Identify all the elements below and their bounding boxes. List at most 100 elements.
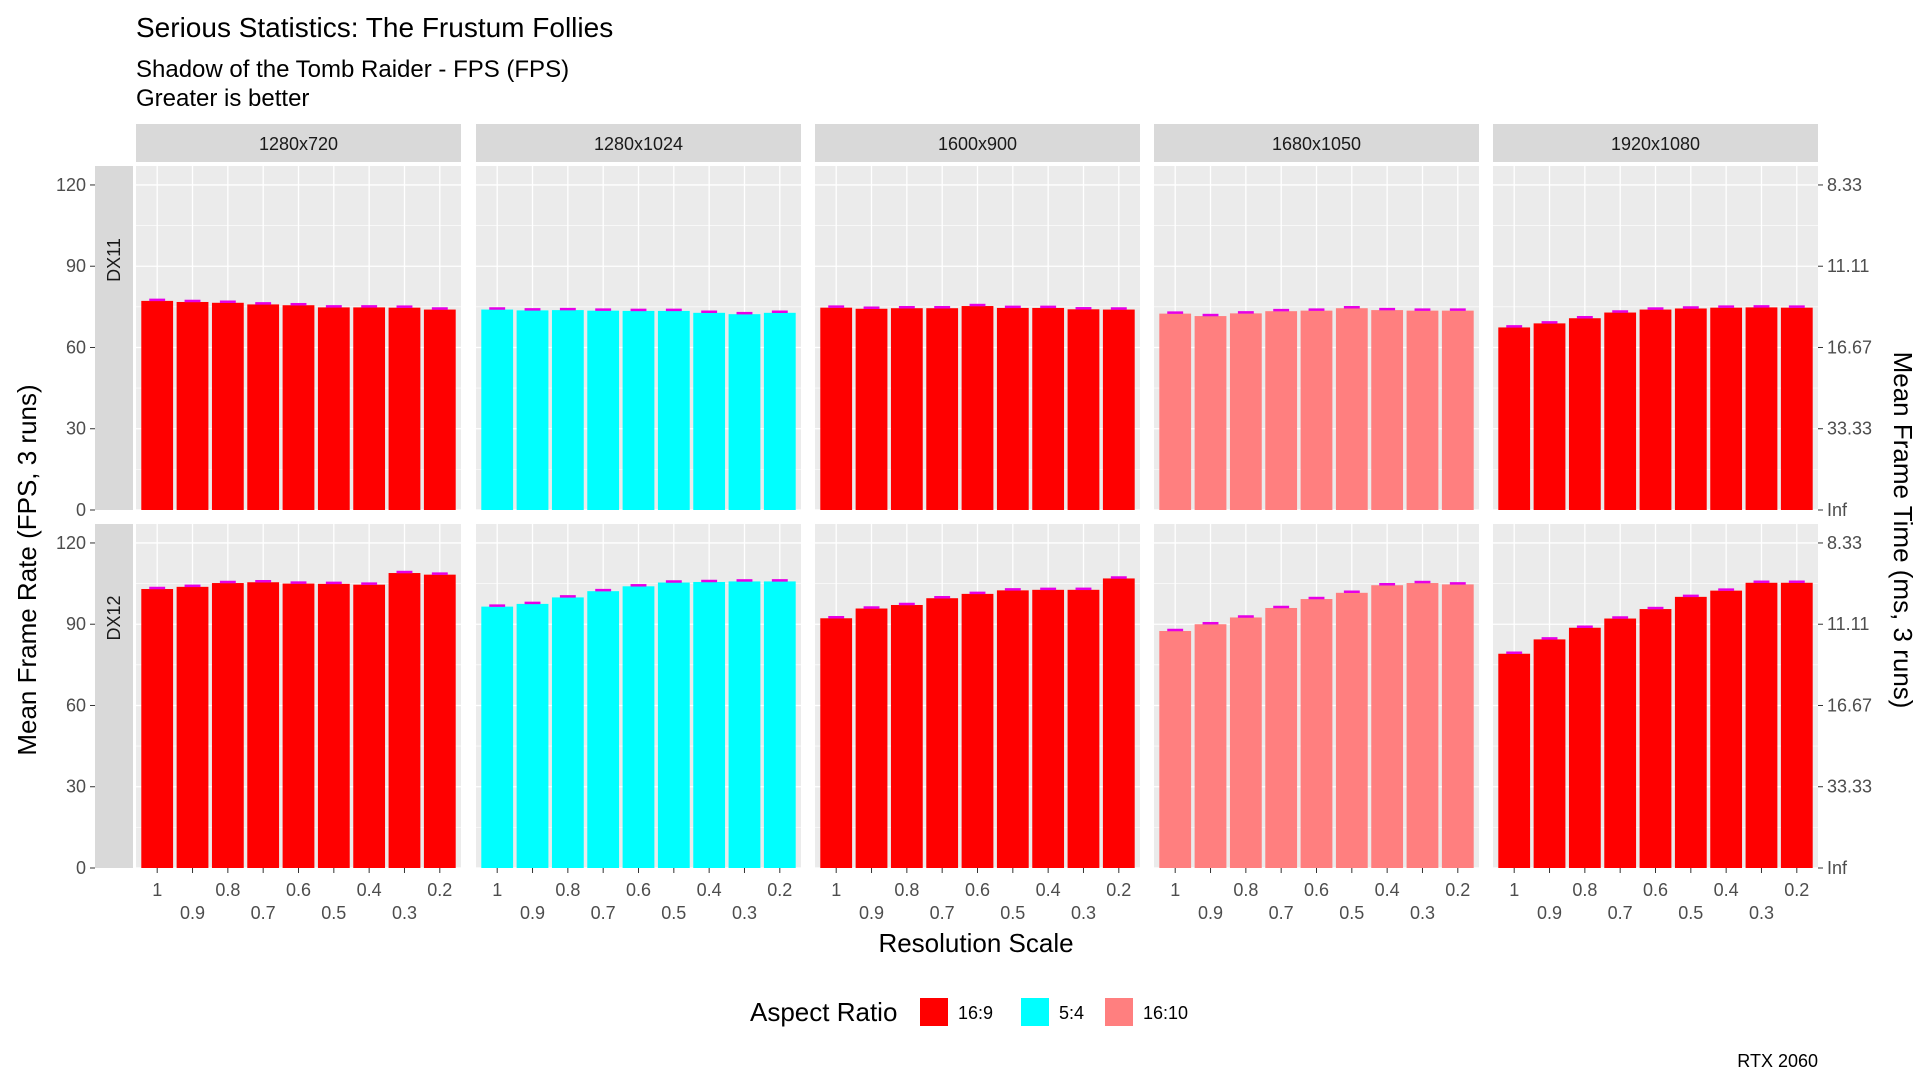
- bar: [1102, 578, 1135, 868]
- bar: [1639, 609, 1672, 868]
- bar: [1441, 310, 1474, 510]
- bar: [1032, 307, 1065, 510]
- x-tick-label: 0.5: [1339, 903, 1364, 923]
- column-strip: [815, 124, 1140, 162]
- x-tick-label: 0.9: [1537, 903, 1562, 923]
- y-tick-label: 90: [66, 614, 86, 634]
- x-tick-label: 0.3: [732, 903, 757, 923]
- x-tick-label: 0.4: [357, 880, 382, 900]
- bar: [1674, 308, 1707, 510]
- bar: [1067, 309, 1100, 510]
- column-strip-label: 1280x720: [259, 134, 338, 154]
- bar: [890, 308, 923, 510]
- bar: [317, 307, 350, 510]
- y2-axis-title: Mean Frame Time (ms, 3 runs): [1888, 352, 1918, 709]
- x-tick-label: 0.8: [555, 880, 580, 900]
- bar: [423, 574, 456, 868]
- bar: [388, 573, 421, 868]
- y-tick-label: 0: [76, 858, 86, 878]
- x-tick-label: 0.9: [859, 903, 884, 923]
- y2-tick-label: 16.67: [1827, 695, 1872, 715]
- column-strip: [136, 124, 461, 162]
- x-tick-label: 0.4: [1036, 880, 1061, 900]
- bar: [1300, 310, 1333, 510]
- x-tick-label: 0.7: [251, 903, 276, 923]
- bar: [855, 608, 888, 868]
- x-tick-label: 1: [1509, 880, 1519, 900]
- column-strip: [1154, 124, 1479, 162]
- y2-tick-label: Inf: [1827, 858, 1848, 878]
- x-tick-label: 0.4: [697, 880, 722, 900]
- y2-tick-label: 16.67: [1827, 337, 1872, 357]
- y-tick-label: 90: [66, 256, 86, 276]
- x-tick-label: 0.9: [520, 903, 545, 923]
- legend-swatch: [1021, 998, 1049, 1026]
- bar: [1371, 585, 1404, 868]
- x-tick-label: 0.4: [1375, 880, 1400, 900]
- y2-tick-label: 11.11: [1827, 256, 1869, 276]
- bar: [763, 581, 796, 868]
- bar: [481, 309, 514, 510]
- y-tick-label: 60: [66, 337, 86, 357]
- x-tick-label: 0.6: [626, 880, 651, 900]
- bar: [1533, 323, 1566, 510]
- bar: [1710, 590, 1743, 868]
- y-tick-label: 120: [56, 175, 86, 195]
- x-tick-label: 0.5: [1678, 903, 1703, 923]
- bar: [728, 314, 761, 510]
- bar: [1568, 318, 1601, 510]
- bar: [926, 308, 959, 510]
- bar: [247, 304, 280, 510]
- x-tick-label: 0.5: [661, 903, 686, 923]
- y2-tick-label: 8.33: [1827, 175, 1862, 195]
- legend-label: 16:10: [1143, 1003, 1188, 1023]
- chart-subtitle: Shadow of the Tomb Raider - FPS (FPS): [136, 56, 569, 83]
- bar: [481, 606, 514, 868]
- bar: [1498, 653, 1531, 868]
- x-tick-label: 0.5: [1000, 903, 1025, 923]
- x-tick-label: 1: [1170, 880, 1180, 900]
- bar: [1406, 583, 1439, 868]
- bar: [996, 307, 1029, 510]
- column-strip-label: 1600x900: [938, 134, 1017, 154]
- x-tick-label: 0.8: [1572, 880, 1597, 900]
- bar: [693, 312, 726, 510]
- x-tick-label: 0.4: [1714, 880, 1739, 900]
- column-strip: [476, 124, 801, 162]
- x-tick-label: 0.2: [1106, 880, 1131, 900]
- x-tick-label: 0.7: [1269, 903, 1294, 923]
- y2-tick-label: 33.33: [1827, 419, 1872, 439]
- row-strip: [95, 166, 133, 510]
- column-strip: [1493, 124, 1818, 162]
- row-strip: [95, 524, 133, 868]
- chart-title: Serious Statistics: The Frustum Follies: [136, 12, 613, 43]
- bar: [961, 306, 994, 510]
- bar: [1604, 312, 1637, 510]
- bar: [1159, 313, 1192, 510]
- column-strip-label: 1920x1080: [1611, 134, 1700, 154]
- y-tick-label: 60: [66, 695, 86, 715]
- y2-tick-label: 33.33: [1827, 777, 1872, 797]
- y-tick-label: 120: [56, 533, 86, 553]
- legend-label: 16:9: [958, 1003, 993, 1023]
- bar: [1745, 307, 1778, 510]
- y2-tick-label: 11.11: [1827, 614, 1869, 634]
- y-tick-label: 0: [76, 500, 86, 520]
- x-tick-label: 0.7: [930, 903, 955, 923]
- bar: [1371, 310, 1404, 510]
- bar: [282, 305, 315, 510]
- bar: [657, 310, 690, 510]
- bar: [587, 591, 620, 868]
- x-tick-label: 1: [152, 880, 162, 900]
- bar: [1335, 592, 1368, 868]
- x-tick-label: 0.6: [1643, 880, 1668, 900]
- bar: [211, 583, 244, 868]
- legend-title: Aspect Ratio: [750, 997, 897, 1027]
- x-tick-label: 1: [492, 880, 502, 900]
- bar: [1533, 639, 1566, 868]
- column-strip-label: 1680x1050: [1272, 134, 1361, 154]
- legend: Aspect Ratio 16:9 5:4 16:10: [750, 997, 1188, 1027]
- bar: [516, 603, 549, 868]
- bar: [996, 590, 1029, 868]
- bar: [1102, 309, 1135, 510]
